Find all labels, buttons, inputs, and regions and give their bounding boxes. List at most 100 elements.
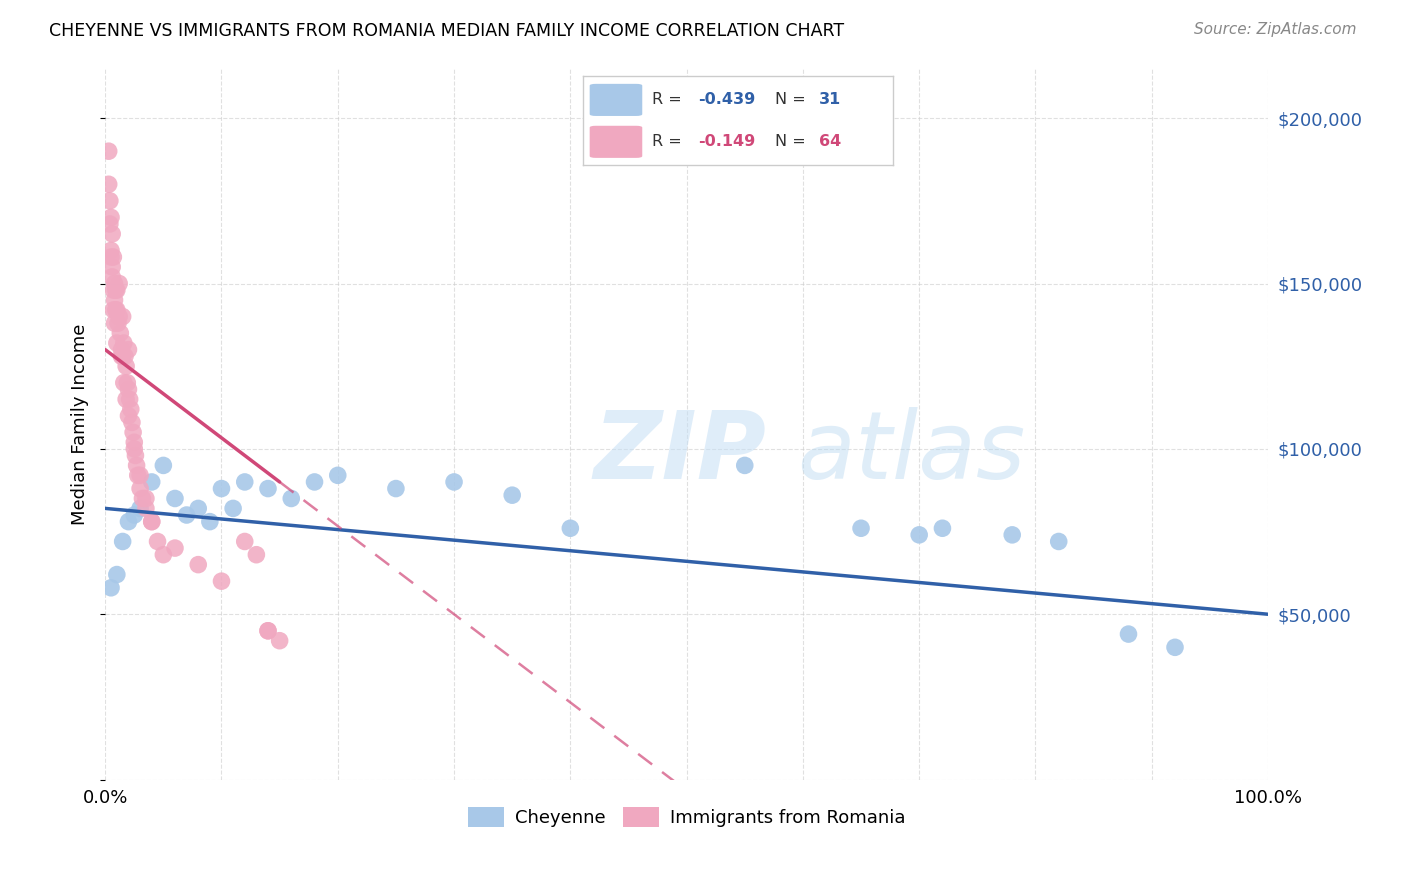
Point	[257, 624, 280, 638]
Point	[560, 521, 582, 535]
Point	[105, 567, 128, 582]
Point	[233, 475, 256, 489]
Point	[111, 310, 134, 324]
Point	[103, 302, 125, 317]
Point	[118, 392, 141, 407]
FancyBboxPatch shape	[589, 126, 643, 158]
Point	[176, 508, 198, 522]
Point	[131, 491, 153, 506]
Text: 64: 64	[818, 135, 841, 149]
Text: -0.439: -0.439	[697, 93, 755, 107]
Text: N =: N =	[775, 135, 811, 149]
Point	[105, 302, 128, 317]
Point	[908, 528, 931, 542]
Point	[141, 515, 163, 529]
Point	[104, 302, 127, 317]
Point	[101, 269, 124, 284]
Point	[98, 217, 121, 231]
Point	[121, 416, 143, 430]
Point	[257, 624, 280, 638]
Point	[163, 541, 186, 555]
Point	[115, 392, 138, 407]
Point	[103, 293, 125, 307]
Point	[269, 633, 291, 648]
Point	[124, 435, 146, 450]
Point	[117, 515, 139, 529]
Point	[100, 211, 122, 225]
Point	[135, 491, 157, 506]
Text: ZIP: ZIP	[593, 407, 766, 499]
Point	[501, 488, 523, 502]
Point	[385, 482, 408, 496]
Point	[326, 468, 349, 483]
Text: atlas: atlas	[797, 407, 1025, 498]
Text: 31: 31	[818, 93, 841, 107]
Text: CHEYENNE VS IMMIGRANTS FROM ROMANIA MEDIAN FAMILY INCOME CORRELATION CHART: CHEYENNE VS IMMIGRANTS FROM ROMANIA MEDI…	[49, 22, 845, 40]
Point	[141, 515, 163, 529]
Point	[120, 402, 142, 417]
Point	[117, 376, 139, 390]
Point	[211, 482, 233, 496]
Point	[105, 336, 128, 351]
Point	[111, 534, 134, 549]
Point	[233, 534, 256, 549]
Point	[129, 501, 152, 516]
Legend: Cheyenne, Immigrants from Romania: Cheyenne, Immigrants from Romania	[460, 799, 912, 835]
Point	[108, 310, 131, 324]
Point	[103, 316, 125, 330]
Point	[100, 581, 122, 595]
Point	[117, 382, 139, 396]
Point	[112, 336, 135, 351]
Point	[110, 343, 132, 357]
Point	[222, 501, 245, 516]
Point	[117, 409, 139, 423]
Point	[135, 501, 157, 516]
Text: R =: R =	[651, 135, 686, 149]
Point	[1118, 627, 1140, 641]
Point	[187, 558, 209, 572]
Point	[141, 475, 163, 489]
Point	[129, 468, 152, 483]
Point	[163, 491, 186, 506]
Point	[100, 244, 122, 258]
Point	[101, 227, 124, 241]
Point	[110, 349, 132, 363]
Point	[129, 482, 152, 496]
FancyBboxPatch shape	[589, 84, 643, 116]
Point	[97, 145, 120, 159]
Point	[98, 194, 121, 208]
Point	[100, 250, 122, 264]
Y-axis label: Median Family Income: Median Family Income	[72, 324, 89, 524]
Point	[198, 515, 221, 529]
Text: Source: ZipAtlas.com: Source: ZipAtlas.com	[1194, 22, 1357, 37]
Point	[304, 475, 326, 489]
Point	[124, 508, 146, 522]
Point	[103, 283, 125, 297]
Point	[1001, 528, 1024, 542]
Text: N =: N =	[775, 93, 811, 107]
Point	[101, 260, 124, 274]
Point	[103, 250, 125, 264]
Point	[108, 277, 131, 291]
Point	[117, 343, 139, 357]
Point	[187, 501, 209, 516]
Text: R =: R =	[651, 93, 686, 107]
Point	[97, 178, 120, 192]
Text: -0.149: -0.149	[697, 135, 755, 149]
Point	[103, 277, 125, 291]
Point	[1047, 534, 1070, 549]
Point	[111, 349, 134, 363]
Point	[115, 359, 138, 374]
Point	[127, 468, 149, 483]
Point	[104, 283, 127, 297]
Point	[110, 326, 132, 340]
Point	[122, 425, 145, 440]
Point	[152, 548, 174, 562]
Point	[124, 449, 146, 463]
Point	[152, 458, 174, 473]
Point	[849, 521, 872, 535]
Point	[443, 475, 465, 489]
Point	[124, 442, 146, 456]
Point	[112, 376, 135, 390]
Point	[146, 534, 169, 549]
